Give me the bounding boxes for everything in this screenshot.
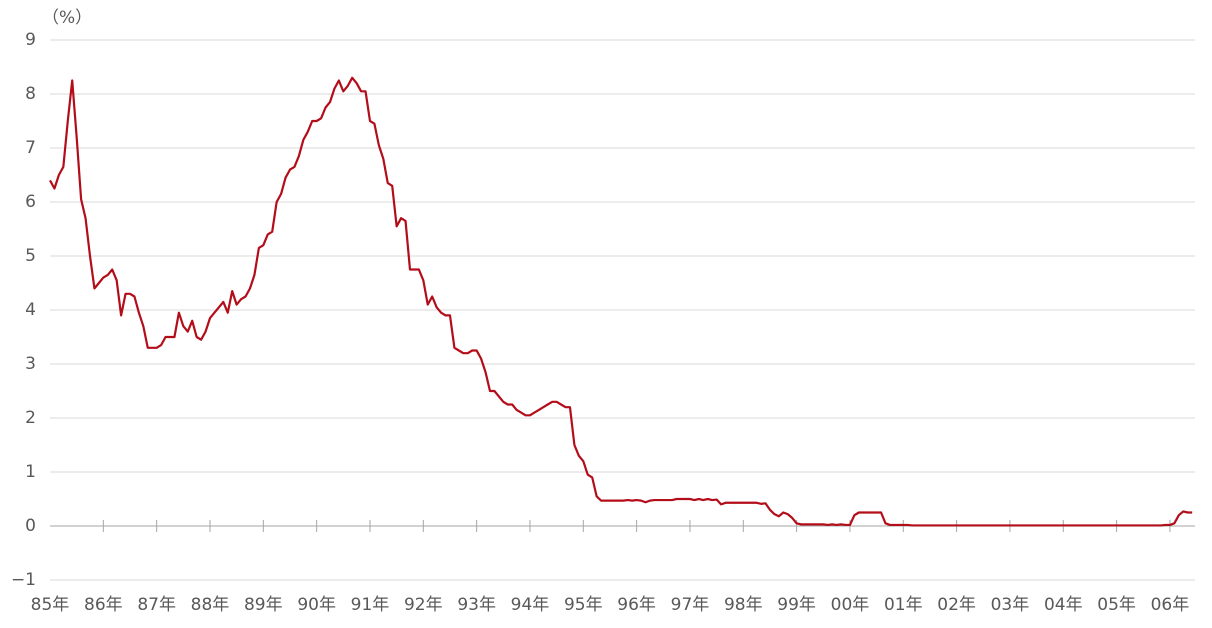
- x-tick-label: 85年: [31, 595, 70, 615]
- y-tick-label: 0: [25, 516, 36, 536]
- x-tick-label: 86年: [84, 595, 123, 615]
- x-tick-label: 98年: [724, 595, 763, 615]
- x-tick-label: 95年: [564, 595, 603, 615]
- line-series: [49, 76, 1193, 527]
- x-tick-label: 94年: [511, 595, 550, 615]
- y-tick-label: 1: [25, 462, 36, 482]
- x-tick-label: 92年: [404, 595, 443, 615]
- x-tick-label: 88年: [191, 595, 230, 615]
- y-tick-label: −1: [11, 570, 36, 590]
- x-tick-label: 02年: [937, 595, 976, 615]
- x-tick-label: 06年: [1151, 595, 1190, 615]
- x-tick-label: 97年: [671, 595, 710, 615]
- y-tick-label: 6: [25, 192, 36, 212]
- y-tick-label: 7: [25, 138, 36, 158]
- x-tick-label: 05年: [1097, 595, 1136, 615]
- x-tick-label: 01年: [884, 595, 923, 615]
- y-tick-label: 3: [25, 354, 36, 374]
- x-tick-label: 90年: [297, 595, 336, 615]
- y-tick-label: 2: [25, 408, 36, 428]
- x-tick-label: 91年: [351, 595, 390, 615]
- x-tick-label: 03年: [991, 595, 1030, 615]
- y-tick-label: 5: [25, 246, 36, 266]
- x-tick-label: 00年: [831, 595, 870, 615]
- y-axis-label: （%）: [42, 8, 92, 28]
- x-tick-label: 96年: [617, 595, 656, 615]
- x-tick-label: 87年: [137, 595, 176, 615]
- x-tick-label: 93年: [457, 595, 496, 615]
- x-tick-label: 04年: [1044, 595, 1083, 615]
- x-tick-label: 99年: [777, 595, 816, 615]
- y-tick-label: 8: [25, 84, 36, 104]
- y-tick-label: 4: [25, 300, 36, 320]
- x-tick-label: 89年: [244, 595, 283, 615]
- y-tick-label: 9: [25, 30, 36, 50]
